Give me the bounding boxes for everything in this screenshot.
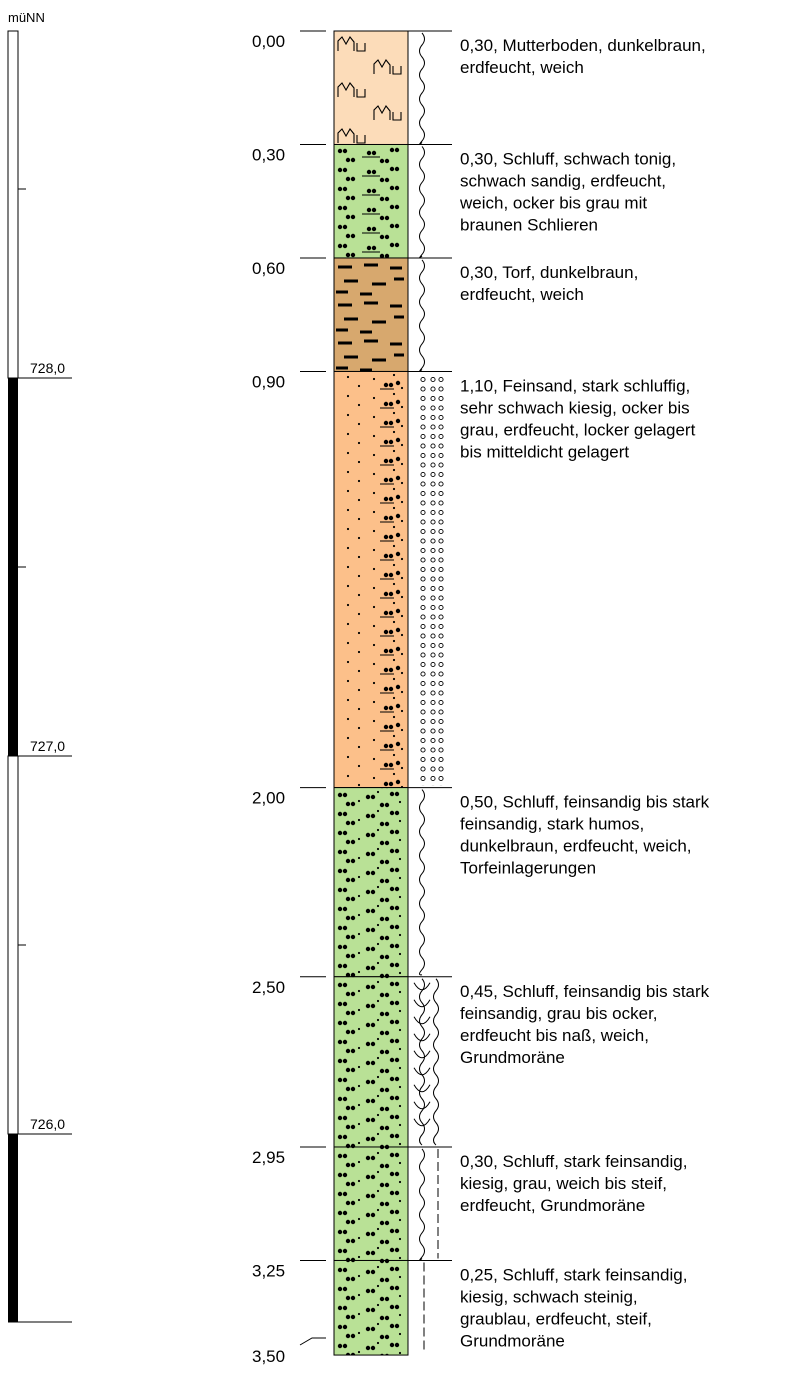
layer-description-line: 0,30, Mutterboden, dunkelbraun,: [460, 36, 706, 55]
layer-pattern: [333, 1146, 409, 1261]
depth-label: 3,25: [252, 1261, 285, 1280]
depth-label: 0,90: [252, 372, 285, 391]
layer-pattern: [333, 370, 409, 789]
layer-description-line: 0,30, Schluff, stark feinsandig,: [460, 1152, 687, 1171]
final-depth-label: 3,50: [252, 1347, 285, 1366]
scale-bar-black-lower: [8, 1134, 18, 1322]
consistency-weich: [419, 146, 425, 259]
layer-pattern: [333, 257, 409, 372]
scale-label-727: 727,0: [30, 738, 65, 754]
layer-description-line: erdfeucht, weich: [460, 285, 584, 304]
depth-label: 0,60: [252, 259, 285, 278]
layer-pattern: [333, 1259, 409, 1356]
scale-bar-white-upper: [7, 30, 19, 379]
consistency-weich: [419, 32, 425, 145]
consistency-locker: [418, 373, 450, 786]
consistency-weich: [419, 789, 425, 976]
consistency-nass: [413, 999, 431, 1008]
layer-description-line: braunen Schlieren: [460, 215, 598, 234]
layer-description-line: kiesig, grau, weich bis steif,: [460, 1174, 667, 1193]
layer-description-line: bis mitteldicht gelagert: [460, 442, 629, 461]
consistency-nass: [413, 1118, 431, 1127]
depth-label: 2,50: [252, 978, 285, 997]
layer-description-line: 0,25, Schluff, stark feinsandig,: [460, 1265, 687, 1284]
scale-bar-black-upper: [8, 378, 18, 756]
elevation-scale: müNN 728,0 727,0 726,0: [7, 10, 72, 1323]
layer-description-line: erdfeucht, Grundmoräne: [460, 1196, 645, 1215]
layer-description-line: 0,45, Schluff, feinsandig bis stark: [460, 982, 710, 1001]
depth-label: 2,00: [252, 789, 285, 808]
layer-description-line: 0,50, Schluff, feinsandig bis stark: [460, 793, 710, 812]
layer-pattern: [333, 976, 409, 1148]
layer-description-line: 0,30, Schluff, schwach tonig,: [460, 149, 676, 168]
layer-description-line: grau, erdfeucht, locker gelagert: [460, 420, 696, 439]
layer-description-line: feinsandig, stark humos,: [460, 815, 644, 834]
layer-description-line: Grundmoräne: [460, 1331, 565, 1350]
layer-description-line: weich, ocker bis grau mit: [459, 193, 647, 212]
layer-description-line: 0,30, Torf, dunkelbraun,: [460, 263, 638, 282]
consistency-nass: [413, 982, 431, 991]
consistency-nass: [413, 1067, 431, 1076]
layer-pattern: [333, 787, 409, 978]
scale-label-728: 728,0: [30, 360, 65, 376]
depth-labels: 0,00 0,30 0,60 0,90 2,00 2,50 2,95 3,25 3,50: [252, 30, 452, 1366]
consistency-symbols: [413, 32, 450, 1354]
layer-description-line: erdfeucht, weich: [460, 58, 584, 77]
layer-description-line: 1,10, Feinsand, stark schluffig,: [460, 376, 690, 395]
layer-description-line: graublau, erdfeucht, steif,: [460, 1309, 652, 1328]
consistency-weich: [419, 259, 425, 372]
layer-description-line: kiesig, schwach steinig,: [460, 1287, 638, 1306]
consistency-weich: [433, 978, 439, 1146]
scale-unit-label: müNN: [8, 10, 45, 25]
layer-description-line: Torfeinlagerungen: [460, 859, 596, 878]
layer-description-line: schwach sandig, erdfeucht,: [460, 171, 666, 190]
consistency-nass: [413, 1050, 431, 1059]
consistency-weich: [419, 1148, 425, 1261]
depth-label: 2,95: [252, 1148, 285, 1167]
scale-label-726: 726,0: [30, 1116, 65, 1132]
layer-descriptions: 0,30, Mutterboden, dunkelbraun, erdfeucht…: [459, 36, 710, 1350]
consistency-nass: [413, 1101, 431, 1110]
depth-label: 0,00: [252, 32, 285, 51]
layer-description-line: sehr schwach kiesig, ocker bis: [460, 398, 690, 417]
soil-layers: [333, 30, 409, 1356]
layer-description-line: feinsandig, grau bis ocker,: [460, 1004, 658, 1023]
layer-description-line: erdfeucht bis naß, weich,: [460, 1026, 649, 1045]
final-depth-leader: [299, 1337, 326, 1346]
scale-bar-white-middle: [7, 755, 19, 1135]
layer-pattern: [333, 143, 409, 259]
consistency-nass: [413, 1016, 431, 1025]
layer-description-line: dunkelbraun, erdfeucht, weich,: [460, 837, 692, 856]
layer-description-line: Grundmoräne: [460, 1048, 565, 1067]
depth-label: 0,30: [252, 145, 285, 164]
layer-pattern: [333, 30, 409, 145]
consistency-nass: [413, 1084, 431, 1093]
consistency-weich: [419, 978, 425, 1146]
consistency-nass: [413, 1033, 431, 1042]
